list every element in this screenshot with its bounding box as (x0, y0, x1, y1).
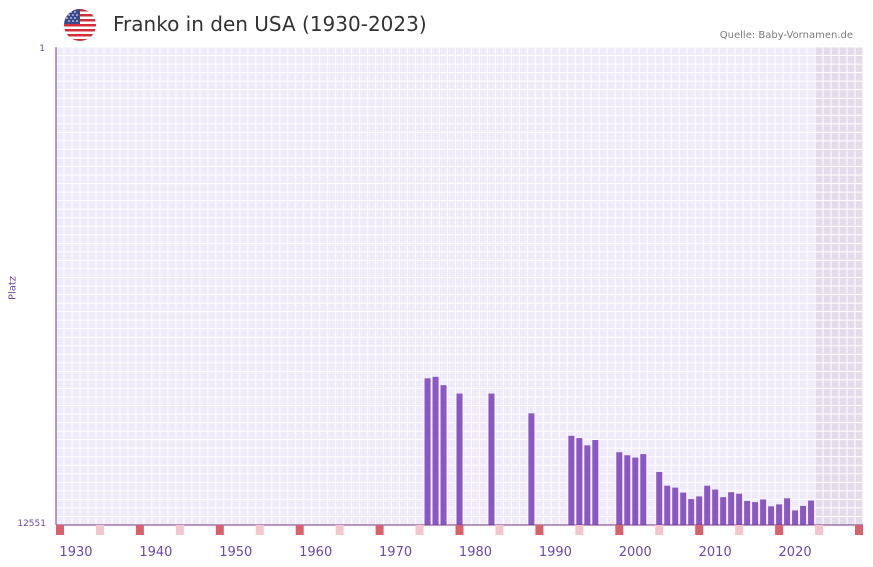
chart-title: Franko in den USA (1930-2023) (113, 12, 427, 36)
usa-flag-icon (64, 9, 96, 41)
half-decade-marker-1993 (575, 525, 584, 535)
bar-1976 (440, 385, 447, 525)
bar-2010 (712, 489, 719, 525)
y-tick-label-bottom: 12551 (17, 519, 46, 529)
bar-1992 (568, 435, 575, 525)
x-tick-label-1950: 1950 (219, 545, 252, 560)
half-decade-marker-1973 (415, 525, 424, 535)
bar-2022 (808, 500, 815, 525)
decade-marker-1968 (375, 525, 384, 535)
x-tick-label-1990: 1990 (539, 545, 572, 560)
bar-2005 (672, 487, 679, 525)
bar-1998 (616, 452, 623, 525)
half-decade-marker-2023 (815, 525, 824, 535)
bar-2018 (776, 504, 783, 525)
bar-2017 (768, 506, 775, 525)
bar-2016 (760, 499, 767, 525)
bar-1975 (432, 376, 439, 525)
bar-1974 (424, 378, 431, 525)
bar-2007 (688, 499, 695, 525)
bar-2004 (664, 485, 671, 525)
bar-1995 (592, 440, 599, 525)
bar-1999 (624, 455, 631, 525)
x-tick-label-2020: 2020 (779, 545, 812, 560)
y-tick-label-top: 1 (39, 44, 45, 54)
x-tick-label-1980: 1980 (459, 545, 492, 560)
half-decade-marker-1953 (255, 525, 264, 535)
bar-1993 (576, 438, 583, 525)
decade-marker-1928 (56, 525, 64, 535)
bar-1978 (456, 393, 463, 525)
bar-1982 (488, 393, 495, 525)
bar-2019 (784, 498, 791, 525)
bar-2021 (800, 505, 807, 525)
source-credit: Quelle: Baby-Vornamen.de (719, 30, 853, 41)
x-tick-label-1930: 1930 (59, 545, 92, 560)
bar-2014 (744, 500, 751, 525)
grid-lines (55, 46, 864, 526)
half-decade-marker-2003 (655, 525, 664, 535)
x-tick-label-1940: 1940 (139, 545, 172, 560)
decade-marker-1958 (295, 525, 304, 535)
bar-2013 (736, 493, 743, 525)
bar-2006 (680, 492, 687, 525)
x-tick-label-2000: 2000 (619, 545, 652, 560)
half-decade-marker-1943 (175, 525, 184, 535)
bar-2008 (696, 496, 703, 525)
bar-2001 (640, 454, 647, 525)
bar-1994 (584, 445, 591, 525)
decade-marker-2028 (855, 525, 863, 535)
decade-marker-1938 (135, 525, 144, 535)
decade-marker-1998 (615, 525, 624, 535)
decade-marker-1988 (535, 525, 544, 535)
bar-2012 (728, 492, 735, 525)
bar-2015 (752, 502, 759, 525)
half-decade-marker-2013 (735, 525, 744, 535)
bar-1987 (528, 413, 535, 525)
x-tick-label-1970: 1970 (379, 545, 412, 560)
bar-2011 (720, 497, 727, 525)
decade-marker-1948 (215, 525, 224, 535)
x-tick-label-1960: 1960 (299, 545, 332, 560)
bar-2003 (656, 472, 663, 525)
decade-marker-1978 (455, 525, 464, 535)
half-decade-marker-1983 (495, 525, 504, 535)
bar-2000 (632, 457, 639, 525)
decade-marker-2008 (695, 525, 704, 535)
bar-2009 (704, 485, 711, 525)
bar-2020 (792, 510, 799, 525)
decade-marker-2018 (775, 525, 784, 535)
half-decade-marker-1963 (335, 525, 344, 535)
x-tick-label-2010: 2010 (699, 545, 732, 560)
half-decade-marker-1933 (95, 525, 104, 535)
